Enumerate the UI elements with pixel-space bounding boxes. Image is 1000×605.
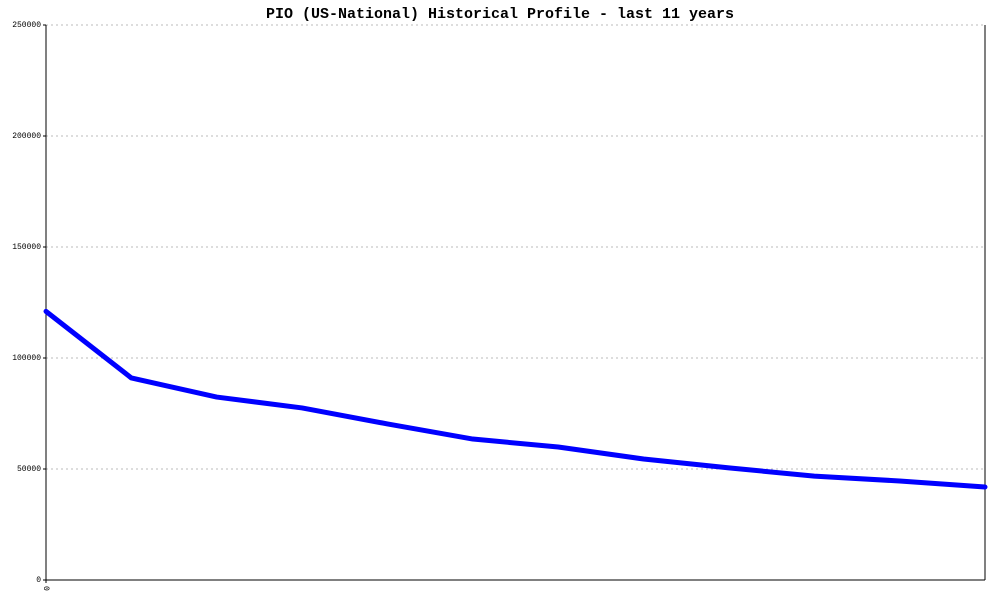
y-tick-label: 200000 (12, 132, 41, 141)
y-tick-label: 100000 (12, 354, 41, 363)
line-series (43, 308, 988, 490)
y-tick-label: 250000 (12, 21, 41, 30)
y-tick-label: 150000 (12, 243, 41, 252)
x-tick-label: 0 (41, 586, 50, 591)
chart-title: PIO (US-National) Historical Profile - l… (266, 6, 734, 23)
y-tick-label: 0 (36, 576, 41, 585)
y-tick-label: 50000 (17, 465, 41, 474)
